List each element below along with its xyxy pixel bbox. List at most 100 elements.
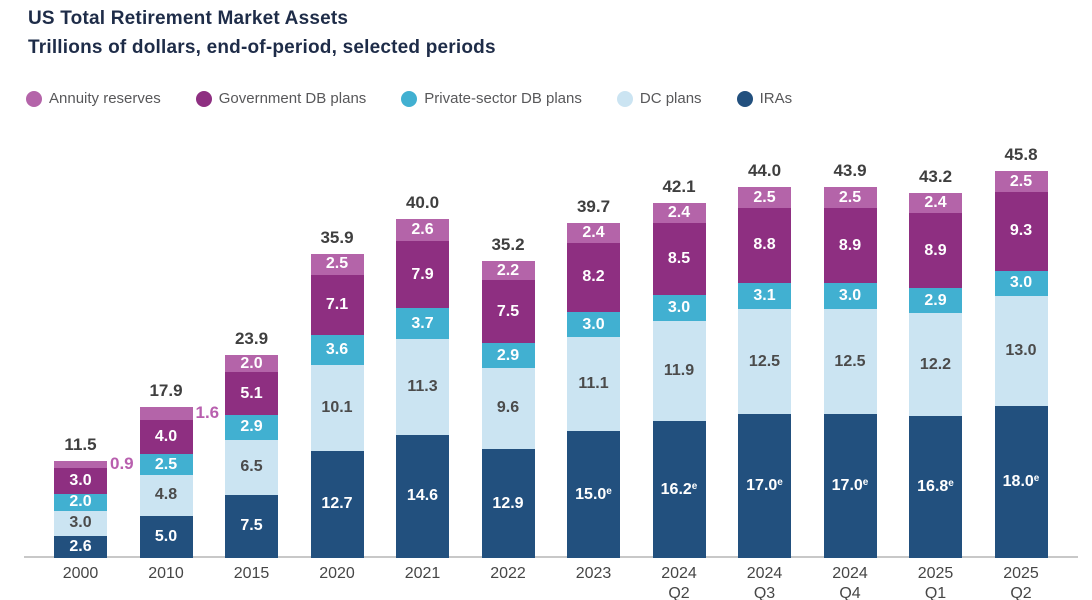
estimate-marker: e (862, 477, 869, 489)
segment-value-label: 18.0e (1002, 472, 1040, 490)
estimate-marker: e (606, 485, 612, 497)
segment-value-label: 2.5 (325, 255, 349, 273)
x-tick-label-2020: 2020 (319, 565, 355, 582)
segment-annuity-reserves: 2.4 (652, 203, 706, 224)
segment-value-label: 5.1 (240, 384, 263, 402)
bar-2021: 14.6 11.3 3.7 7.9 2.6 40.0 (396, 193, 449, 558)
bar-2023: 15.0e 11.1 3.0 8.2 2.4 39.7 (567, 197, 620, 558)
total-label: 43.9 (833, 161, 867, 181)
segment-value-label: 6.5 (240, 458, 263, 476)
bar-2025-q2: 18.0e 13.0 3.0 9.3 2.5 45.8 (994, 145, 1048, 558)
segment-private-sector-db-plans: 2.9 (225, 415, 278, 440)
segment-dc-plans: 12.2 (909, 312, 962, 417)
legend-item-label: Annuity reserves (49, 90, 161, 107)
segment-annuity-reserves: 2.4 (909, 192, 962, 214)
segment-value-label: 2.9 (240, 418, 263, 436)
total-label: 17.9 (149, 380, 183, 400)
segment-iras: 2.6 (54, 536, 107, 558)
segment-iras: 12.7 (310, 450, 364, 558)
segment-value-label: 7.9 (411, 265, 434, 283)
x-tick-label-2023: 2023 (575, 565, 612, 582)
total-label: 43.2 (918, 166, 953, 186)
annuity-reserves-legend-dot-icon (26, 90, 42, 107)
segment-dc-plans: 3.0 (54, 510, 107, 537)
segment-value-label: 2.4 (582, 223, 605, 241)
segment-dc-plans: 12.5 (738, 308, 791, 415)
total-label: 45.8 (1004, 145, 1038, 164)
segment-annuity-reserves: 2.2 (481, 261, 535, 280)
segment-annuity-reserves (54, 460, 107, 469)
total-label: 44.0 (747, 161, 782, 181)
chart-title: US Total Retirement Market Assets (28, 8, 349, 29)
segment-dc-plans: 4.8 (139, 475, 193, 516)
segment-government-db-plans: 3.0 (54, 468, 107, 494)
segment-value-label: 12.7 (321, 495, 353, 513)
total-label: 40.0 (405, 193, 440, 213)
segment-value-label: 5.0 (154, 527, 178, 545)
segment-private-sector-db-plans: 2.0 (54, 494, 107, 511)
segment-value-label: 8.9 (924, 241, 947, 259)
segment-value-label: 2.0 (240, 354, 263, 372)
total-label: 23.9 (234, 329, 269, 349)
segment-iras: 16.2e (652, 421, 706, 558)
segment-annuity-reserves: 2.5 (994, 171, 1048, 193)
segment-value-label: 8.9 (838, 236, 862, 254)
segment-value-label: 15.0e (575, 485, 612, 503)
segment-value-label: 2.5 (838, 188, 862, 206)
segment-private-sector-db-plans: 3.1 (738, 282, 791, 309)
segment-value-label: 2.9 (924, 291, 947, 309)
segment-value-label: 16.8e (917, 478, 954, 496)
x-tick-label-2010: 2010 (148, 565, 184, 582)
segment-value-label: 2.4 (667, 204, 691, 222)
segment-value-label: 14.6 (406, 487, 439, 505)
segment-value-label: 11.3 (407, 377, 438, 395)
segment-value-label: 4.0 (154, 428, 178, 446)
segment-government-db-plans: 8.9 (909, 213, 962, 289)
x-axis-line (24, 556, 1078, 558)
iras-legend-dot-icon (736, 90, 753, 107)
segment-value-label: 12.5 (834, 352, 866, 370)
segment-iras: 5.0 (139, 515, 193, 558)
segment-private-sector-db-plans: 2.5 (139, 454, 193, 476)
legend-item-label: IRAs (759, 90, 793, 107)
bar-2015: 7.5 6.5 2.9 5.1 2.0 23.9 (225, 329, 278, 558)
x-tick-label-2000: 2000 (62, 565, 99, 582)
x-tick-label-2025-q1: 2025 Q1 (917, 565, 954, 600)
segment-private-sector-db-plans: 3.0 (994, 270, 1048, 297)
segment-value-label: 3.0 (69, 472, 92, 490)
segment-annuity-reserves: 2.0 (225, 354, 278, 373)
segment-private-sector-db-plans: 2.9 (481, 343, 535, 368)
x-tick-label-2024-q4: 2024 Q4 (832, 565, 868, 600)
bar-2000: 2.6 3.0 2.0 3.0 0.9 11.5 (54, 435, 134, 558)
total-label: 42.1 (662, 177, 696, 197)
segment-value-label: 2.6 (69, 538, 92, 556)
segment-dc-plans: 9.6 (481, 367, 535, 449)
segment-value-label: 3.0 (838, 287, 862, 305)
bar-2024-q2: 16.2e 11.9 3.0 8.5 2.4 42.1 (652, 177, 706, 558)
segment-private-sector-db-plans: 3.0 (652, 295, 706, 321)
segment-value-label: 7.1 (325, 295, 349, 313)
segment-value-label: 7.5 (496, 302, 520, 320)
x-tick-label-2022: 2022 (490, 565, 526, 582)
x-tick-label-2024-q2: 2024 Q2 (661, 565, 697, 600)
segment-annuity-reserves: 2.6 (396, 219, 449, 242)
segment-iras: 7.5 (225, 494, 278, 558)
segment-value-label: 9.3 (1009, 222, 1033, 240)
segment-value-label: 17.0e (746, 477, 783, 495)
segment-value-label: 13.0 (1005, 341, 1037, 359)
segment-iras: 18.0e (994, 405, 1048, 558)
segment-dc-plans: 10.1 (310, 365, 364, 451)
segment-value-label: 16.2e (660, 480, 698, 498)
segment-value-label: 10.1 (321, 399, 353, 417)
segment-value-label: 8.8 (753, 236, 776, 254)
segment-private-sector-db-plans: 3.7 (396, 307, 449, 340)
legend-item-government-db-plans: Government DB plans (195, 90, 367, 107)
segment-iras: 17.0e (823, 414, 877, 558)
segment-value-label-outside: 0.9 (110, 453, 134, 473)
legend-item-label: Government DB plans (218, 90, 367, 107)
legend-item-label: Private-sector DB plans (424, 90, 582, 107)
segment-value-label: 8.2 (582, 268, 605, 286)
segment-value-label: 3.1 (753, 286, 776, 304)
segment-value-label: 9.6 (496, 399, 520, 417)
segment-government-db-plans: 7.9 (396, 241, 449, 308)
